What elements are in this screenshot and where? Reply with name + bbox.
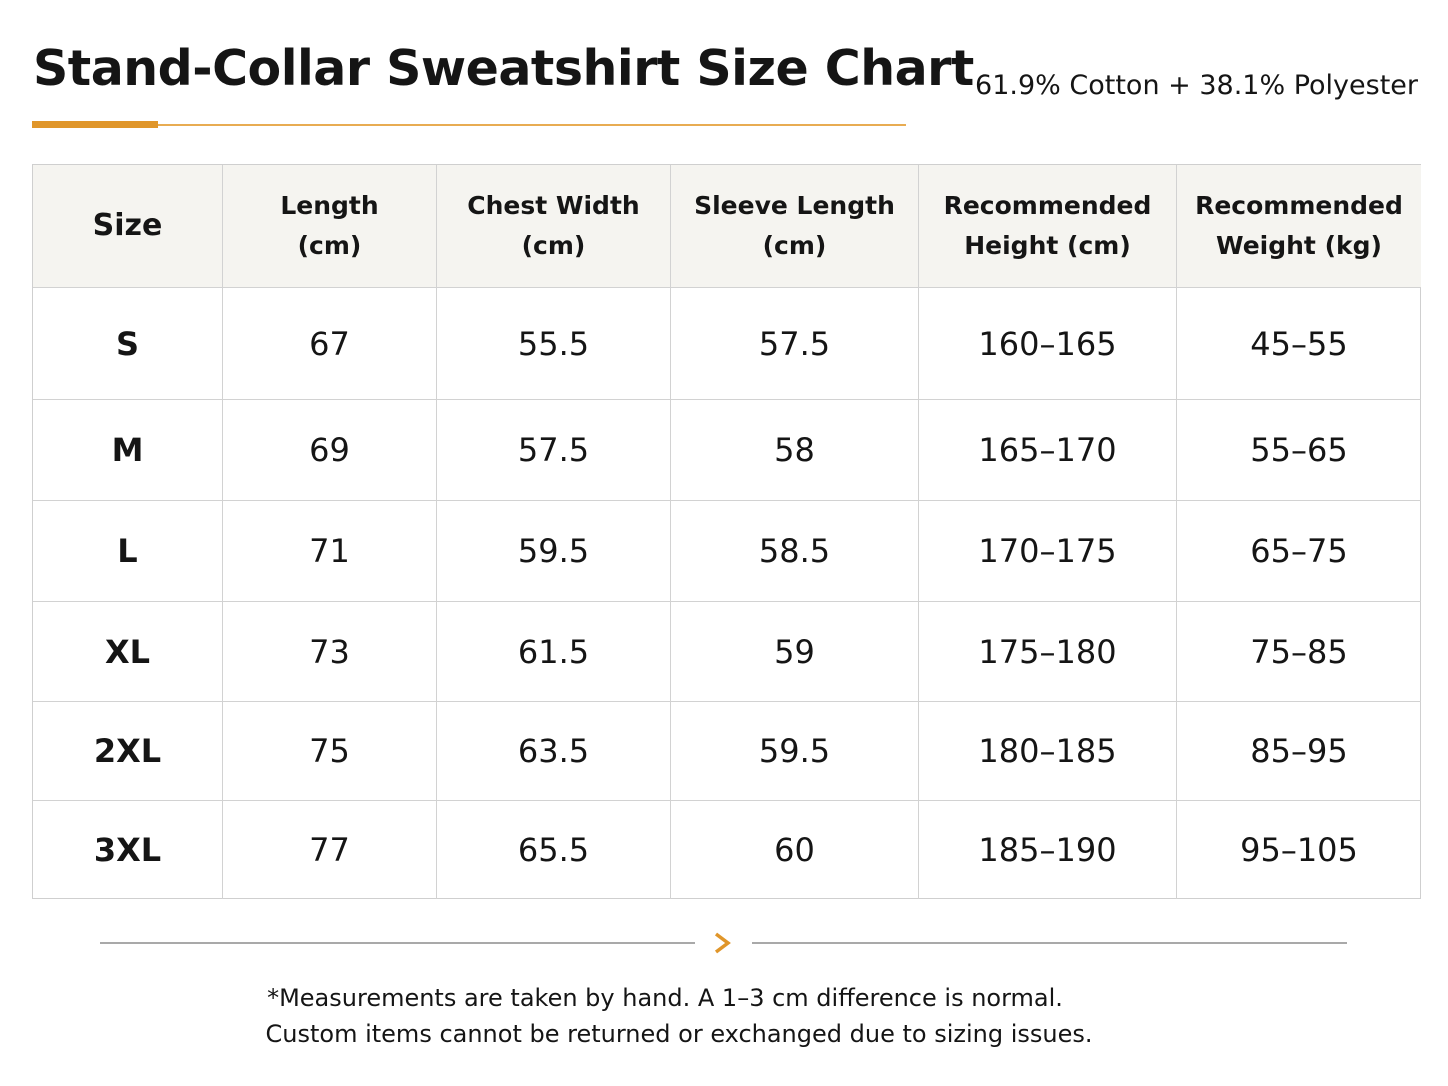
- value-cell: 180–185: [919, 702, 1177, 801]
- value-cell: 60: [671, 801, 919, 899]
- size-table: Size Length (cm) Chest Width (cm) Sleeve Leng…: [32, 164, 1421, 899]
- value-cell: 55–65: [1177, 400, 1421, 501]
- value-cell: 185–190: [919, 801, 1177, 899]
- value-cell: 65.5: [437, 801, 671, 899]
- header-cell: Length (cm): [223, 165, 437, 288]
- header-text: Recommended: [943, 191, 1152, 220]
- header-text: (cm): [762, 231, 827, 260]
- value-cell: 73: [223, 602, 437, 702]
- footnote: *Measurements are taken by hand. A 1–3 c…: [0, 980, 1330, 1052]
- value-cell: 67: [223, 288, 437, 400]
- header-cell: Recommended Height (cm): [919, 165, 1177, 288]
- value-cell: 85–95: [1177, 702, 1421, 801]
- size-cell: M: [33, 400, 223, 501]
- header-cell: Chest Width (cm): [437, 165, 671, 288]
- header-text: Weight (kg): [1216, 231, 1382, 260]
- value-cell: 175–180: [919, 602, 1177, 702]
- header-text: Sleeve Length: [694, 191, 895, 220]
- value-cell: 58: [671, 400, 919, 501]
- header-text: (cm): [297, 231, 362, 260]
- size-cell: S: [33, 288, 223, 400]
- footnote-line: Custom items cannot be returned or excha…: [265, 1020, 1093, 1048]
- value-cell: 59.5: [671, 702, 919, 801]
- value-cell: 65–75: [1177, 501, 1421, 602]
- value-cell: 58.5: [671, 501, 919, 602]
- value-cell: 61.5: [437, 602, 671, 702]
- header-text: Size: [92, 208, 163, 243]
- header-cell: Recommended Weight (kg): [1177, 165, 1421, 288]
- header-text: Height (cm): [964, 231, 1131, 260]
- header-text: Length: [280, 191, 379, 220]
- value-cell: 55.5: [437, 288, 671, 400]
- divider: [100, 942, 695, 944]
- chevron-icon: [714, 932, 731, 954]
- value-cell: 75: [223, 702, 437, 801]
- chevron: [714, 932, 731, 954]
- value-cell: 57.5: [437, 400, 671, 501]
- header-text: (cm): [521, 231, 586, 260]
- size-cell: 3XL: [33, 801, 223, 899]
- size-cell: L: [33, 501, 223, 602]
- header-text: Recommended: [1195, 191, 1403, 220]
- value-cell: 69: [223, 400, 437, 501]
- value-cell: 165–170: [919, 400, 1177, 501]
- header-cell: Size: [33, 165, 223, 288]
- value-cell: 59: [671, 602, 919, 702]
- value-cell: 77: [223, 801, 437, 899]
- value-cell: 59.5: [437, 501, 671, 602]
- value-cell: 170–175: [919, 501, 1177, 602]
- value-cell: 75–85: [1177, 602, 1421, 702]
- header-text: Chest Width: [467, 191, 640, 220]
- header-cell: Sleeve Length (cm): [671, 165, 919, 288]
- value-cell: 71: [223, 501, 437, 602]
- value-cell: 160–165: [919, 288, 1177, 400]
- size-cell: XL: [33, 602, 223, 702]
- title: Stand-Collar Sweatshirt Size Chart: [33, 40, 974, 97]
- footnote-line: *Measurements are taken by hand. A 1–3 c…: [267, 984, 1063, 1012]
- subtitle: 61.9% Cotton + 38.1% Polyester: [975, 70, 1418, 101]
- value-cell: 63.5: [437, 702, 671, 801]
- value-cell: 57.5: [671, 288, 919, 400]
- size-cell: 2XL: [33, 702, 223, 801]
- divider: [752, 942, 1347, 944]
- value-cell: 45–55: [1177, 288, 1421, 400]
- accent-rule: [32, 121, 158, 128]
- value-cell: 95–105: [1240, 831, 1358, 869]
- title-rule: [158, 124, 906, 126]
